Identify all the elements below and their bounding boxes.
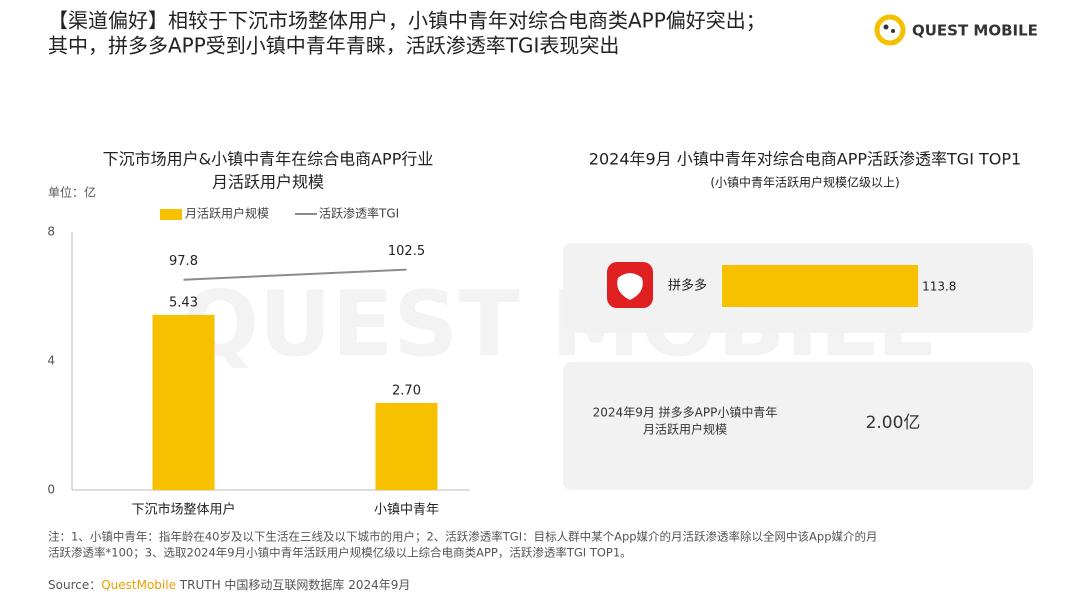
line-value-label: 102.5 bbox=[388, 244, 425, 259]
x-tick-label: 小镇中青年 bbox=[374, 503, 439, 518]
note: 活跃渗透率*100；3、选取2024年9月小镇中青年活跃用户规模亿级以上综合电商… bbox=[48, 546, 632, 560]
tgi-line bbox=[183, 268, 407, 281]
title-line: 其中，拼多多APP受到小镇中青年青睐，活跃渗透率TGI表现突出 bbox=[48, 34, 619, 58]
card-label: 2024年9月 拼多多APP小镇中青年 bbox=[593, 405, 778, 420]
logo-text: QUEST MOBILE bbox=[912, 22, 1038, 40]
category-label: 拼多多 bbox=[668, 278, 707, 294]
bar bbox=[375, 402, 438, 490]
app-icon bbox=[607, 262, 653, 308]
bar-value-label: 5.43 bbox=[169, 295, 198, 310]
line-value-label: 97.8 bbox=[169, 254, 198, 269]
panel bbox=[563, 362, 1033, 490]
card-value: 2.00亿 bbox=[866, 413, 921, 433]
source: Source：QuestMobile TRUTH 中国移动互联网数据库 2024… bbox=[48, 577, 410, 592]
y-tick-label: 4 bbox=[47, 354, 55, 368]
note: 注：1、小镇中青年：指年龄在40岁及以下生活在三线及以下城市的用户；2、活跃渗透… bbox=[48, 530, 878, 544]
source-prefix: Source： bbox=[48, 578, 101, 592]
legend-swatch bbox=[160, 209, 182, 220]
bar bbox=[722, 265, 919, 307]
bar-value-label: 113.8 bbox=[922, 280, 956, 294]
legend-label: 活跃渗透率TGI bbox=[319, 206, 399, 221]
chart-title: 下沉市场用户&小镇中青年在综合电商APP行业 bbox=[103, 150, 434, 169]
y-tick-label: 8 bbox=[47, 225, 55, 239]
source-brand: QuestMobile bbox=[101, 578, 176, 592]
legend-label: 月活跃用户规模 bbox=[185, 206, 269, 221]
bar-value-label: 2.70 bbox=[392, 383, 421, 398]
chart-subtitle: (小镇中青年活跃用户规模亿级以上) bbox=[710, 175, 899, 190]
unit-label: 单位：亿 bbox=[48, 185, 96, 200]
card-label: 月活跃用户规模 bbox=[643, 422, 727, 437]
y-tick-label: 0 bbox=[47, 483, 55, 497]
title-line: 【渠道偏好】相较于下沉市场整体用户，小镇中青年对综合电商类APP偏好突出； bbox=[48, 9, 766, 33]
bar bbox=[152, 314, 215, 490]
source-rest: TRUTH 中国移动互联网数据库 2024年9月 bbox=[176, 577, 410, 592]
x-tick-label: 下沉市场整体用户 bbox=[131, 502, 235, 518]
chart-title: 月活跃用户规模 bbox=[212, 173, 324, 192]
logo-icon bbox=[874, 14, 906, 46]
chart-title: 2024年9月 小镇中青年对综合电商APP活跃渗透率TGI TOP1 bbox=[589, 150, 1021, 169]
